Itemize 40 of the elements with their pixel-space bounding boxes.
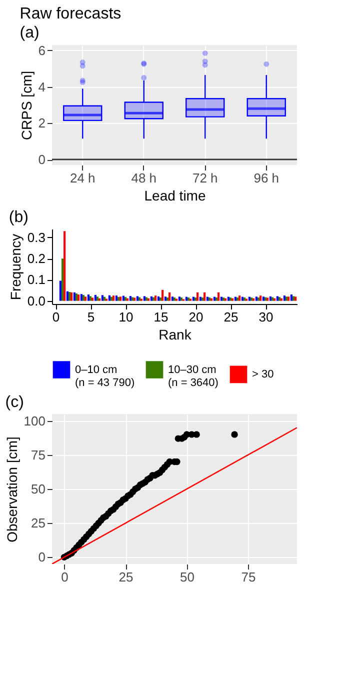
x-tick-label: 50	[180, 570, 194, 584]
y-tick-label: 0.2	[27, 251, 46, 266]
x-tick-label: 96 h	[254, 170, 280, 186]
x-tick-label: 10	[118, 310, 134, 324]
chart-title: (b)	[8, 209, 28, 226]
x-tick-label: 30	[258, 310, 274, 324]
chart-title: (c)	[5, 394, 24, 411]
chart-title: Raw forecasts	[20, 5, 122, 22]
y-axis-title: Observation [cm]	[4, 436, 20, 542]
y-tick-label: 0	[38, 152, 46, 168]
y-tick-label: 0.0	[27, 293, 46, 308]
y-tick-label: 0	[38, 550, 46, 565]
y-axis-title: CRPS [cm]	[18, 70, 34, 140]
x-tick-label: 75	[241, 570, 256, 584]
legend-label: 0–10 cm (n = 43 790)	[75, 364, 135, 389]
x-tick-label: 48 h	[131, 170, 157, 186]
x-tick-label: 0	[52, 310, 60, 324]
x-tick-label: 24 h	[70, 170, 96, 186]
y-tick-label: 2	[38, 116, 46, 131]
y-tick-label: 6	[38, 42, 46, 58]
y-tick-label: 0.1	[27, 272, 46, 288]
chart-subtitle: (a)	[20, 24, 40, 42]
y-tick-label: 25	[31, 516, 46, 531]
y-tick-label: 75	[31, 447, 46, 462]
x-tick-label: 25	[118, 570, 134, 584]
y-tick-label: 50	[31, 482, 46, 496]
x-axis-title: Rank	[158, 326, 192, 342]
x-tick-label: 0	[61, 570, 68, 584]
x-tick-label: 72 h	[192, 170, 218, 186]
legend-label: > 30	[252, 368, 274, 380]
x-tick-label: 15	[154, 310, 168, 324]
x-tick-label: 20	[188, 310, 204, 324]
legend-label: 10–30 cm (n = 3640)	[168, 364, 218, 389]
x-tick-label: 25	[224, 310, 238, 324]
y-tick-label: 0.3	[27, 230, 46, 245]
x-tick-label: 5	[87, 310, 95, 324]
y-tick-label: 100	[24, 413, 46, 428]
y-axis-title: Frequency	[7, 234, 24, 300]
y-tick-label: 4	[38, 79, 46, 94]
x-axis-title: Lead time	[144, 188, 206, 204]
